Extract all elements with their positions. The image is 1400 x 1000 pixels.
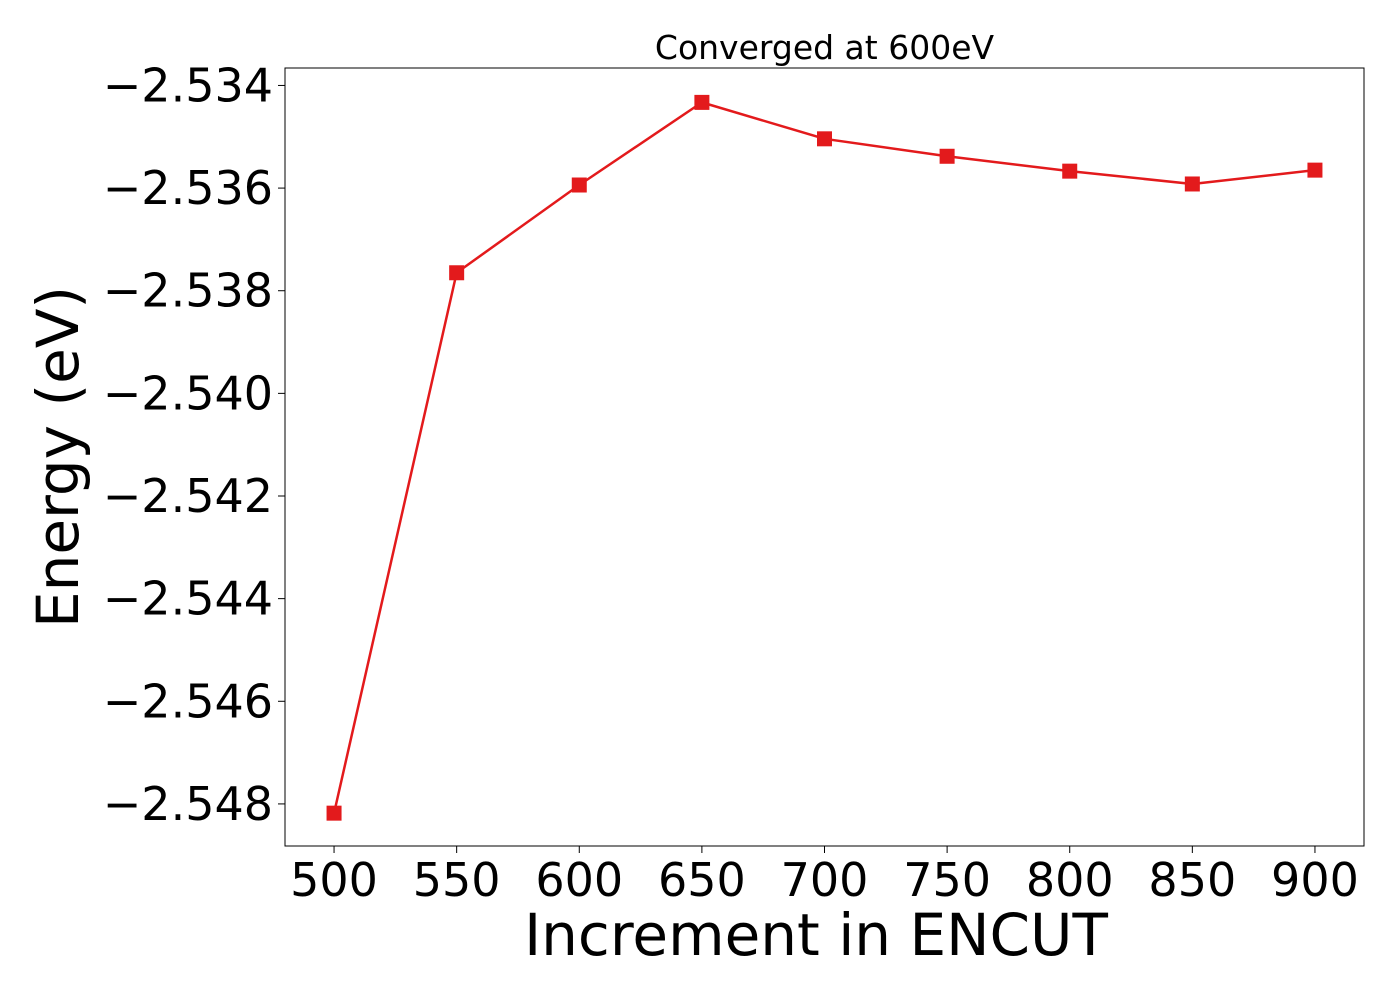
data-point-marker <box>1307 162 1323 178</box>
y-axis-ticks: −2.548 −2.546 −2.544 −2.542 −2.540 −2.538 −2.5… <box>103 58 285 831</box>
chart-title: Converged at 600eV <box>655 28 995 67</box>
series-line <box>332 101 1316 814</box>
data-point-marker <box>449 265 465 281</box>
x-tick-label: 800 <box>1026 853 1114 907</box>
y-tick-label: −2.538 <box>103 264 273 318</box>
y-axis-label: Energy (eV) <box>24 286 92 628</box>
x-tick-label: 850 <box>1148 853 1236 907</box>
plot-area-frame <box>284 67 1365 847</box>
y-tick-label: −2.536 <box>103 161 273 215</box>
x-tick-label: 750 <box>903 853 991 907</box>
data-point-marker <box>571 177 587 193</box>
y-tick-label: −2.534 <box>103 58 273 112</box>
data-point-marker <box>694 94 710 110</box>
data-point-marker <box>817 131 832 147</box>
data-point-marker <box>1184 176 1200 192</box>
data-point-marker <box>326 805 342 821</box>
x-tick-label: 900 <box>1271 853 1359 907</box>
x-tick-label: 550 <box>413 853 501 907</box>
y-tick-label: −2.546 <box>103 674 273 728</box>
data-point-marker <box>939 148 955 164</box>
y-tick-label: −2.548 <box>103 777 273 831</box>
x-axis-label: Increment in ENCUT <box>524 901 1108 969</box>
y-tick-label: −2.540 <box>103 366 273 420</box>
x-axis-ticks: 500 550 600 650 700 750 800 850 900 <box>290 846 1359 907</box>
y-tick-label: −2.544 <box>103 572 273 626</box>
x-tick-label: 700 <box>781 853 869 907</box>
series-layer <box>326 94 1323 821</box>
data-point-marker <box>1062 163 1078 179</box>
y-tick-label: −2.542 <box>103 469 273 523</box>
x-tick-label: 600 <box>535 853 623 907</box>
x-tick-label: 500 <box>290 853 378 907</box>
x-tick-label: 650 <box>658 853 746 907</box>
